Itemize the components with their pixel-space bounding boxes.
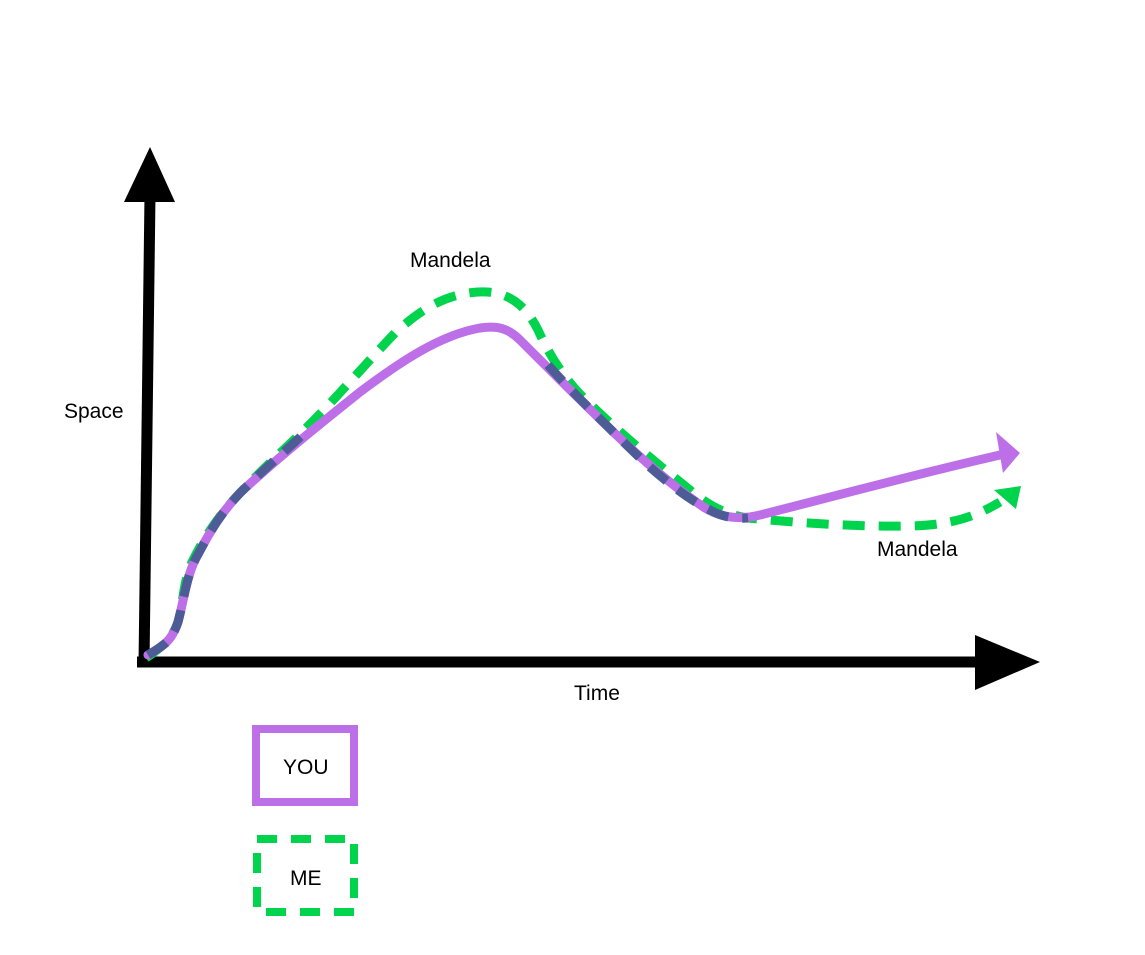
you-curve: [143, 322, 1005, 660]
overlap-segment-fall: [544, 362, 749, 523]
tail-annotation: Mandela: [877, 538, 958, 561]
peak-annotation: Mandela: [410, 249, 491, 272]
legend-me-label: ME: [290, 867, 322, 890]
x-axis-arrowhead-icon: [975, 635, 1040, 690]
me-curve: [143, 287, 1003, 662]
y-axis-label: Space: [64, 400, 124, 423]
legend-me-swatch: [253, 835, 358, 916]
y-axis-arrowhead-icon: [124, 147, 175, 202]
legend-you-label: YOU: [283, 756, 329, 779]
x-axis-label: Time: [574, 682, 620, 705]
legend-you: YOU: [252, 725, 358, 806]
overlap-segment-rise: [145, 424, 314, 659]
me-arrowhead-icon: [994, 486, 1021, 509]
legend-me: ME: [253, 835, 358, 916]
legend-you-swatch: [252, 725, 358, 806]
you-arrowhead-icon: [996, 432, 1020, 473]
y-axis: [138, 194, 156, 665]
